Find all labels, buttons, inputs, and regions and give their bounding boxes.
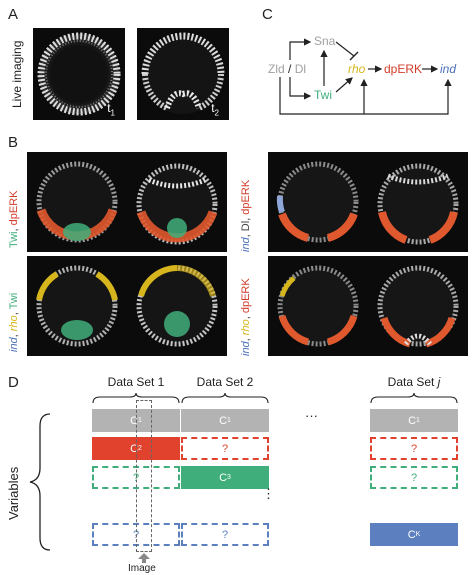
node-rho: rho xyxy=(348,62,366,76)
panel-c-letter: C xyxy=(262,6,273,23)
variables-brace xyxy=(29,413,51,551)
panel-a-letter: A xyxy=(8,6,19,23)
live-image-t2: t2 xyxy=(137,28,229,120)
time-label-t1: t1 xyxy=(107,100,115,117)
node-zld-dl: Zld / Dl xyxy=(268,62,306,76)
data-set-title: Data Set j xyxy=(387,375,441,389)
edge-feedback-rho xyxy=(279,77,368,115)
horizontal-ellipsis: ··· xyxy=(305,408,318,423)
label-part: , Dl, xyxy=(240,214,252,238)
b-image-twi-dperk-1 xyxy=(27,152,127,252)
panel-b-letter: B xyxy=(8,134,19,151)
b-image-ind-rho-dperk-2 xyxy=(368,256,468,356)
b-right-label-2: ind, rho, dpERK xyxy=(240,278,252,356)
vertical-ellipsis: ⋮ xyxy=(262,486,275,501)
time-label-t2: t2 xyxy=(211,100,219,117)
label-part: , xyxy=(8,225,20,232)
data-set-brace xyxy=(181,392,269,404)
data-set-brace xyxy=(370,392,458,404)
label-part: ind xyxy=(240,237,252,252)
variable-box: ? xyxy=(370,437,458,460)
data-set-brace xyxy=(92,392,180,404)
b-image-ind-dl-dperk-1 xyxy=(268,152,368,252)
b-left-label-1: Twi, dpERK xyxy=(8,191,20,248)
label-part: , xyxy=(8,331,20,338)
node-ind: ind xyxy=(440,62,456,76)
label-part: , xyxy=(240,335,252,342)
b-image-ind-rho-twi-1 xyxy=(27,256,127,356)
panel-d-letter: D xyxy=(8,374,19,391)
b-image-ind-rho-dperk-1 xyxy=(268,256,368,356)
label-part: dpERK xyxy=(8,190,20,226)
variable-box: ? xyxy=(181,523,269,546)
node-sna: Sna xyxy=(314,34,336,48)
b-image-ind-rho-twi-2 xyxy=(127,256,227,356)
edge-twi-rho xyxy=(335,77,353,93)
label-part: rho xyxy=(8,315,20,332)
label-part: , xyxy=(8,309,20,316)
label-part: ind xyxy=(240,341,252,356)
edge-feedback-ind xyxy=(364,78,452,115)
image-column-marker xyxy=(136,400,152,552)
image-arrow-icon xyxy=(138,553,150,563)
node-twi: Twi xyxy=(314,88,332,102)
variables-label: Variables xyxy=(6,466,21,520)
network-diagram: Zld / Dl Sna Twi rho dpERK ind xyxy=(268,34,456,115)
edge-zld-sna xyxy=(289,38,312,60)
edge-zld-twi xyxy=(289,77,312,100)
variable-box: ? xyxy=(370,466,458,489)
live-imaging-label: Live imaging xyxy=(10,40,24,108)
data-set-title: Data Set 2 xyxy=(196,375,254,389)
label-part: Twi xyxy=(8,231,20,249)
b-left-label-2: ind, rho, Twi xyxy=(8,293,20,352)
label-part: dpERK xyxy=(240,179,252,215)
image-label: Image xyxy=(128,563,156,574)
label-part: , xyxy=(240,313,252,320)
data-set-title: Data Set 1 xyxy=(107,375,165,389)
label-part: ind xyxy=(8,337,20,352)
node-dperk: dpERK xyxy=(384,62,422,76)
label-part: Twi xyxy=(8,292,20,310)
live-image-t1: t1 xyxy=(33,28,125,120)
label-part: rho xyxy=(240,319,252,336)
b-image-ind-dl-dperk-2 xyxy=(368,152,468,252)
b-image-twi-dperk-2 xyxy=(127,152,227,252)
variable-box: ? xyxy=(181,437,269,460)
edge-sna-rho xyxy=(335,41,355,57)
b-right-label-1: ind, Dl, dpERK xyxy=(240,180,252,252)
label-part: dpERK xyxy=(240,278,252,314)
